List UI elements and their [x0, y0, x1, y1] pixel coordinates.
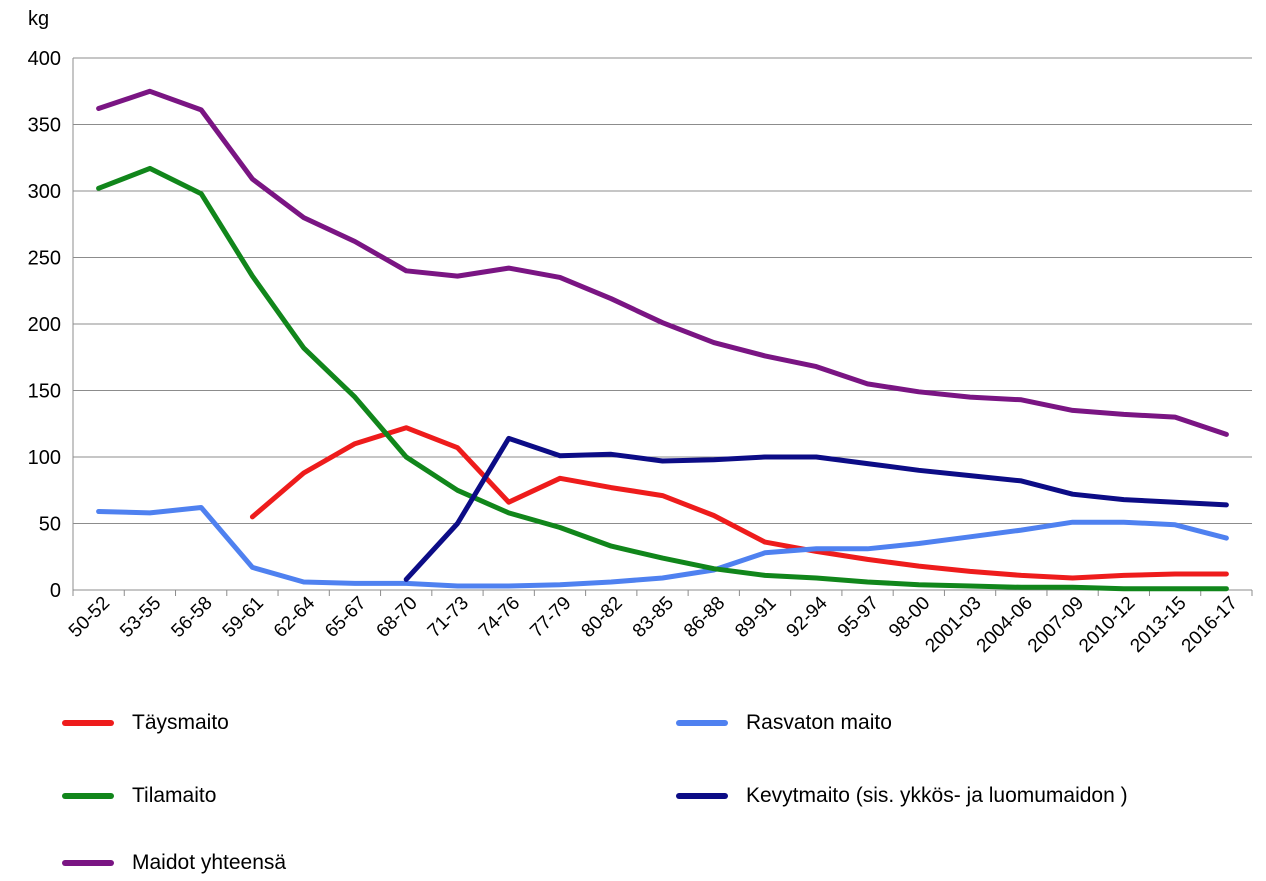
x-tick-label: 95-97: [834, 593, 883, 642]
legend-item-rasvaton-maito: Rasvaton maito: [676, 711, 892, 735]
legend-label-taysmaito: Täysmaito: [132, 711, 229, 734]
x-tick-label: 68-70: [373, 593, 422, 642]
legend-label-tilamaito: Tilamaito: [132, 784, 217, 807]
x-tick-label: 71-73: [424, 593, 473, 642]
y-tick-label: 300: [28, 181, 61, 203]
x-tick-label: 98-00: [885, 593, 934, 642]
x-tick-label: 2013-15: [1126, 593, 1190, 657]
series-line-4: [96, 88, 1229, 437]
x-tick-label: 56-58: [167, 593, 216, 642]
x-tick-label: 89-91: [731, 593, 780, 642]
y-tick-label: 50: [39, 514, 61, 536]
x-tick-label: 83-85: [629, 593, 678, 642]
legend-swatch-taysmaito: [62, 720, 114, 726]
x-tick-label: 86-88: [680, 593, 729, 642]
x-tick-label: 92-94: [783, 592, 833, 642]
x-tick-label: 74-76: [475, 593, 524, 642]
legend-item-maidot-yhteensa: Maidot yhteensä: [62, 851, 286, 875]
legend-swatch-rasvaton-maito: [676, 720, 728, 726]
x-tick-label: 62-64: [270, 592, 320, 642]
legend-swatch-kevytmaito: [676, 793, 728, 799]
x-tick-label: 2010-12: [1075, 593, 1139, 657]
legend-label-maidot-yhteensa: Maidot yhteensä: [132, 851, 287, 874]
x-tick-label: 2001-03: [921, 593, 985, 657]
y-tick-label: 100: [28, 447, 61, 469]
x-tick-label: 2016-17: [1178, 593, 1242, 657]
y-tick-label: 400: [28, 48, 61, 70]
x-tick-label: 53-55: [116, 593, 165, 642]
x-tick-label: 77-79: [526, 593, 575, 642]
y-axis-unit-label: kg: [28, 8, 50, 30]
series-line-1: [96, 505, 1229, 589]
y-tick-label: 250: [28, 248, 61, 270]
legend-label-kevytmaito: Kevytmaito (sis. ykkös- ja luomumaidon ): [746, 784, 1128, 807]
legend-item-taysmaito: Täysmaito: [62, 711, 229, 735]
x-tick-label: 50-52: [65, 593, 114, 642]
legend-item-kevytmaito: Kevytmaito (sis. ykkös- ja luomumaidon ): [676, 784, 1128, 808]
x-tick-label: 59-61: [219, 593, 268, 642]
series-line-3: [403, 435, 1229, 582]
legend-swatch-maidot-yhteensa: [62, 860, 114, 866]
y-tick-label: 0: [50, 580, 61, 602]
x-tick-label: 80-82: [578, 593, 627, 642]
x-tick-label: 2007-09: [1024, 593, 1088, 657]
y-tick-label: 200: [28, 314, 61, 336]
line-chart-plot: 0 50 100 150 200 250 300 350 400 50-52 53-55 56-58 5…: [28, 48, 1253, 657]
x-tick-label: 2004-06: [973, 593, 1037, 657]
legend-label-rasvaton-maito: Rasvaton maito: [746, 711, 892, 734]
y-tick-label: 350: [28, 115, 61, 137]
series-line-2: [96, 165, 1229, 592]
legend-item-tilamaito: Tilamaito: [62, 784, 216, 808]
legend-swatch-tilamaito: [62, 793, 114, 799]
series-line-0: [249, 425, 1229, 581]
y-tick-label: 150: [28, 381, 61, 403]
x-tick-label: 65-67: [321, 593, 370, 642]
